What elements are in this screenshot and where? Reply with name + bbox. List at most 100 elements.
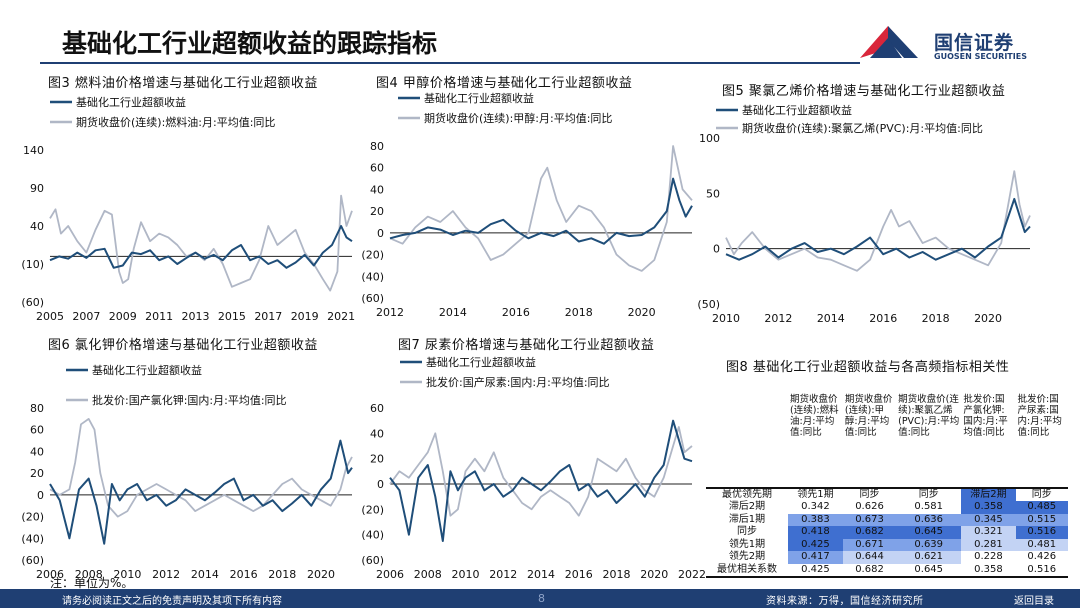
fig4-y-tick-label: (20) <box>361 249 384 262</box>
logo-en: GUOSEN SECURITIES <box>934 52 1027 61</box>
fig6-y-tick-label: 80 <box>30 402 44 415</box>
fig5-legend-label-secondary: 期货收盘价(连续):聚氯乙烯(PVC):月:平均值:同比 <box>742 121 983 135</box>
table-cell: 0.418 <box>788 526 843 539</box>
fig6-x-tick-label: 2016 <box>230 568 258 581</box>
table-cell: 0.425 <box>788 538 843 551</box>
table-cell: 0.383 <box>788 513 843 526</box>
table-cell: 同步 <box>1015 487 1068 501</box>
fig5-y-tick-label: (50) <box>697 298 720 311</box>
fig7-x-tick-label: 2006 <box>376 568 404 581</box>
table-cell: 0.358 <box>961 563 1016 578</box>
table-cell: 0.417 <box>788 551 843 564</box>
fig3-y-tick-label: 90 <box>30 182 44 195</box>
fig3-x-tick-label: 2021 <box>327 310 355 323</box>
fig6-series-price-yoy <box>49 417 353 518</box>
table-cell: 0.485 <box>1015 501 1068 514</box>
table-cell: 0.481 <box>1015 538 1068 551</box>
fig5-x-tick-label: 2016 <box>869 312 897 325</box>
fig7-x-tick-label: 2008 <box>414 568 442 581</box>
fig7-legend-label-main: 基础化工行业超额收益 <box>426 355 536 369</box>
fig7-y-tick-label: 60 <box>370 402 384 415</box>
table-cell: 0.426 <box>1015 551 1068 564</box>
fig7-x-tick-label: 2018 <box>603 568 631 581</box>
table-header: 期货收盘价(连续):聚氯乙烯(PVC):月:平均值:同比 <box>898 394 960 438</box>
table-cell: 0.321 <box>961 526 1016 539</box>
fig8-title: 图8 基础化工行业超额收益与各高频指标相关性 <box>726 360 1010 375</box>
page-number: 8 <box>538 592 545 605</box>
fig3-x-tick-label: 2017 <box>254 310 282 323</box>
fig3-x-tick-label: 2007 <box>72 310 100 323</box>
fig6-legend-label-secondary: 批发价:国产氯化钾:国内:月:平均值:同比 <box>92 393 287 407</box>
fig7-title: 图7 尿素价格增速与基础化工行业超额收益 <box>398 338 655 353</box>
fig6-title: 图6 氯化钾价格增速与基础化工行业超额收益 <box>48 338 318 353</box>
table-cell: 0.644 <box>842 551 897 564</box>
fig7-y-tick-label: 40 <box>370 427 384 440</box>
fig3-legend-label-main: 基础化工行业超额收益 <box>76 95 186 109</box>
table-cell: 0.228 <box>961 551 1016 564</box>
fig6-series-excess-return <box>49 439 353 545</box>
fig3-y-tick-label: (10) <box>21 258 44 271</box>
row-label: 最优领先期 <box>706 487 788 501</box>
table-cell: 0.682 <box>842 563 897 578</box>
fig4-y-tick-label: 40 <box>370 183 384 196</box>
table-header: 批发价:国产尿素:国内:月:平均值:同比 <box>1017 394 1062 438</box>
table-header: 期货收盘价(连续):燃料油:月:平均值:同比 <box>790 394 839 438</box>
table-corner <box>706 392 788 488</box>
fig4-legend-label-secondary: 期货收盘价(连续):甲醇:月:平均值:同比 <box>424 111 612 125</box>
fig5-series-excess-return <box>725 197 1031 261</box>
fig7-series-excess-return <box>389 419 693 542</box>
fig4-y-tick-label: 80 <box>370 140 384 153</box>
fig5-y-tick-label: 0 <box>713 243 720 256</box>
fig4-title: 图4 甲醇价格增速与基础化工行业超额收益 <box>376 76 633 91</box>
fig7-x-tick-label: 2010 <box>452 568 480 581</box>
logo-mark-icon <box>860 26 918 58</box>
fig3-series-excess-return <box>49 225 353 269</box>
fig6-x-tick-label: 2008 <box>75 568 103 581</box>
fig5-x-tick-label: 2018 <box>922 312 950 325</box>
footer-source: 资料来源：万得，国信经济研究所 <box>766 596 924 607</box>
table-row: 同步 0.418 0.682 0.645 0.321 0.516 <box>706 526 1068 539</box>
fig4-y-tick-label: 60 <box>370 162 384 175</box>
fig6-y-tick-label: 40 <box>30 445 44 458</box>
title-divider <box>40 62 860 64</box>
fig5-y-tick-label: 50 <box>706 187 720 200</box>
row-label: 领先2期 <box>728 551 766 563</box>
fig7-y-tick-label: (40) <box>361 529 384 542</box>
footer-disclaimer[interactable]: 请务必阅读正文之后的免责声明及其项下所有内容 <box>62 596 282 607</box>
fig3-y-tick-label: (60) <box>21 296 44 309</box>
row-label: 领先1期 <box>728 538 766 550</box>
fig4-series-price-yoy <box>389 145 693 272</box>
row-label: 滞后1期 <box>728 513 766 525</box>
fig3-x-tick-label: 2019 <box>291 310 319 323</box>
fig4-legend-label-main: 基础化工行业超额收益 <box>424 91 534 105</box>
fig4-x-tick-label: 2016 <box>502 306 530 319</box>
fig7-y-tick-label: 0 <box>377 478 384 491</box>
table-cell: 0.621 <box>896 551 962 564</box>
fig5-legend-label-main: 基础化工行业超额收益 <box>742 103 852 117</box>
logo-name: 国信证券 <box>934 32 1015 54</box>
fig4-x-tick-label: 2012 <box>376 306 404 319</box>
row-label: 同步 <box>737 526 757 538</box>
table-row: 滞后1期 0.383 0.673 0.636 0.345 0.515 <box>706 513 1068 526</box>
fig5-series-price-yoy <box>725 170 1031 272</box>
fig7-x-tick-label: 2022 <box>678 568 706 581</box>
fig6-x-tick-label: 2006 <box>36 568 64 581</box>
table-cell: 同步 <box>896 487 962 501</box>
fig4-x-tick-label: 2018 <box>565 306 593 319</box>
fig7-y-tick-label: (20) <box>361 503 384 516</box>
table-cell: 0.425 <box>788 563 843 578</box>
fig3-series-price-yoy <box>49 194 353 292</box>
back-to-toc-link[interactable]: 返回目录 <box>1014 596 1054 607</box>
fig6-y-tick-label: 0 <box>37 489 44 502</box>
table-cell: 0.626 <box>842 501 897 514</box>
table-cell: 0.673 <box>842 513 897 526</box>
fig6-y-tick-label: (20) <box>21 511 44 524</box>
fig7-legend-label-secondary: 批发价:国产尿素:国内:月:平均值:同比 <box>426 375 610 389</box>
table-cell: 同步 <box>842 487 897 501</box>
fig7-y-tick-label: 20 <box>370 453 384 466</box>
fig3-title: 图3 燃料油价格增速与基础化工行业超额收益 <box>48 76 318 91</box>
fig6-legend-label-main: 基础化工行业超额收益 <box>92 363 202 377</box>
fig3-x-tick-label: 2005 <box>36 310 64 323</box>
table-row: 领先2期 0.417 0.644 0.621 0.228 0.426 <box>706 551 1068 564</box>
